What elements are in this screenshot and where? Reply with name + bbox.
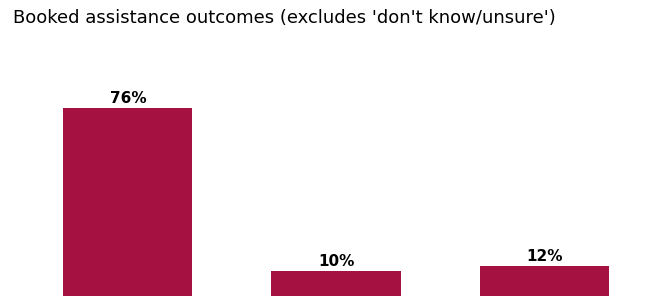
Bar [480, 266, 609, 296]
Text: 76%: 76% [110, 91, 146, 106]
Text: Booked assistance outcomes (excludes 'don't know/unsure'): Booked assistance outcomes (excludes 'do… [13, 9, 556, 27]
Text: 10%: 10% [318, 254, 354, 269]
Text: 12%: 12% [526, 249, 562, 264]
Bar [271, 271, 401, 296]
Bar [63, 108, 192, 296]
